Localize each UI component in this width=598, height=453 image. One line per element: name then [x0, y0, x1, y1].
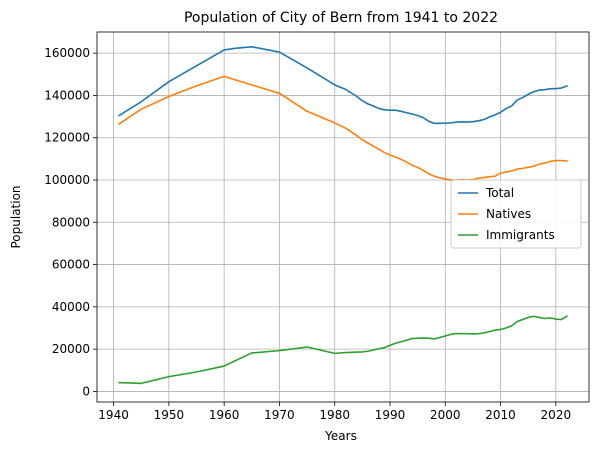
x-tick-label: 1940: [98, 408, 129, 422]
series-lines: [118, 46, 568, 385]
y-tick-label: 20000: [52, 342, 90, 356]
x-tick-label: 2010: [485, 408, 516, 422]
legend: Total Natives Immigrants: [450, 179, 582, 249]
x-tick-label: 1980: [319, 408, 350, 422]
x-tick-label: 1990: [375, 408, 406, 422]
x-tick-label: 2020: [541, 408, 572, 422]
x-tick-label: 1970: [264, 408, 295, 422]
legend-label-immigrants: Immigrants: [486, 228, 555, 242]
x-tick-label: 1950: [154, 408, 185, 422]
x-tick-label: 2000: [430, 408, 461, 422]
x-tick-label: 1960: [209, 408, 240, 422]
y-tick-label: 140000: [44, 88, 90, 102]
y-tick-label: 0: [82, 384, 90, 398]
y-tick-label: 60000: [52, 258, 90, 272]
y-tick-label: 100000: [44, 173, 90, 187]
legend-label-natives: Natives: [486, 207, 531, 221]
x-axis-ticks: 1940 1950 1960 1970 1980 1990 2000 2010 2020: [98, 402, 571, 422]
y-tick-label: 160000: [44, 46, 90, 60]
series-line-immigrants: [118, 315, 568, 385]
y-tick-label: 120000: [44, 131, 90, 145]
legend-box: [450, 179, 582, 249]
legend-label-total: Total: [485, 186, 514, 200]
y-tick-label: 80000: [52, 215, 90, 229]
y-axis-ticks: 0 20000 40000 60000 80000 100000 120000 140000 1…: [44, 46, 97, 398]
series-line-natives: [118, 75, 568, 181]
chart-title: Population of City of Bern from 1941 to …: [184, 10, 498, 26]
series-line-total: [118, 46, 568, 125]
y-tick-label: 40000: [52, 300, 90, 314]
axes-frame: [96, 31, 590, 403]
y-axis-label: Population: [9, 185, 23, 248]
x-axis-label: Years: [324, 429, 357, 443]
grid-lines: [97, 32, 589, 402]
